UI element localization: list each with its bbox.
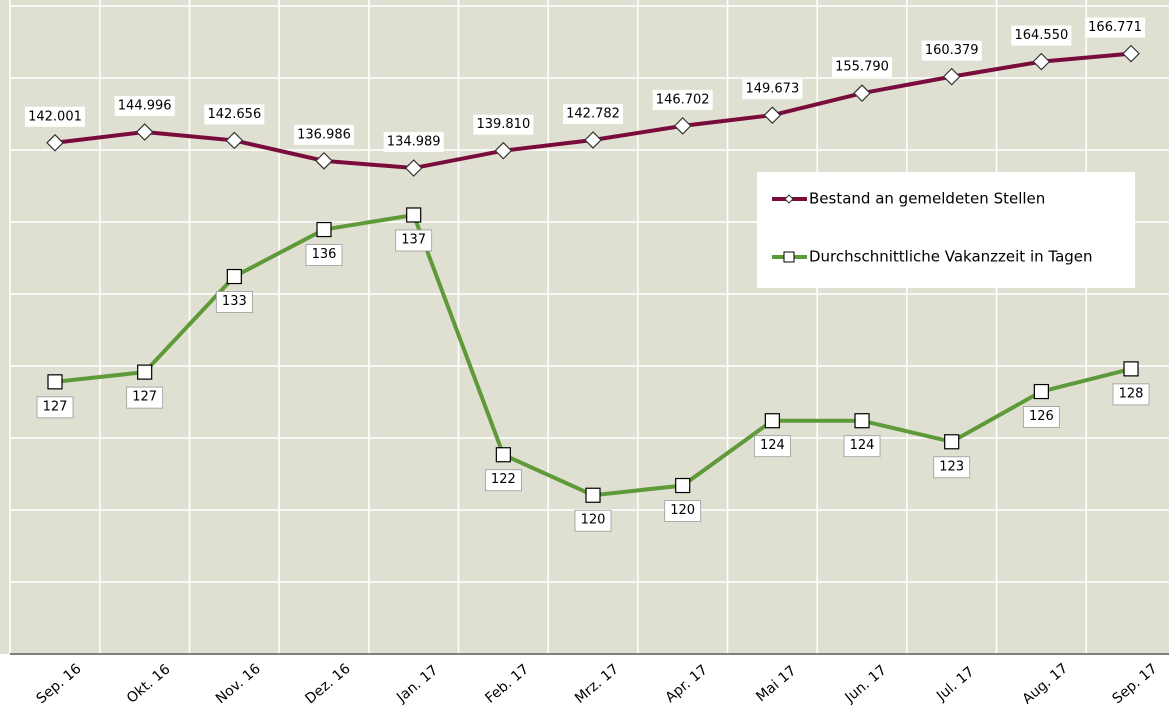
marker bbox=[46, 133, 64, 152]
marker bbox=[315, 152, 333, 170]
marker bbox=[495, 447, 511, 463]
legend: Bestand an gemeldeten Stellen Durchschnit… bbox=[757, 172, 1135, 288]
data-label: 133 bbox=[222, 294, 247, 309]
x-tick-label: Jul. 17 bbox=[933, 664, 977, 705]
legend-marker bbox=[783, 251, 795, 263]
data-label: 160.379 bbox=[925, 43, 979, 58]
label-background bbox=[36, 396, 74, 419]
marker bbox=[137, 364, 153, 380]
label-background bbox=[473, 114, 534, 135]
marker bbox=[942, 67, 961, 86]
marker bbox=[225, 131, 244, 150]
data-label: 142.656 bbox=[207, 107, 261, 122]
x-tick-label: Dez. 16 bbox=[302, 661, 353, 708]
x-tick-label: Jan. 17 bbox=[393, 662, 441, 706]
marker bbox=[853, 84, 871, 103]
x-tick-label: Sep. 17 bbox=[1110, 661, 1161, 707]
marker bbox=[944, 434, 960, 450]
marker bbox=[1122, 44, 1140, 63]
label-background bbox=[563, 103, 624, 124]
data-label: 127 bbox=[43, 399, 68, 414]
x-tick-label: Mai 17 bbox=[753, 663, 799, 705]
label-background bbox=[933, 456, 971, 479]
label-background bbox=[126, 386, 164, 409]
data-label: 136 bbox=[312, 247, 337, 262]
label-background bbox=[1085, 17, 1146, 38]
plot-background bbox=[0, 0, 1169, 654]
x-tick-label: Apr. 17 bbox=[663, 662, 711, 706]
marker bbox=[494, 141, 513, 160]
data-label: 164.550 bbox=[1014, 28, 1068, 43]
x-tick-label: Feb. 17 bbox=[482, 661, 532, 706]
label-background bbox=[1112, 383, 1150, 406]
label-background bbox=[395, 229, 433, 252]
data-label: 137 bbox=[401, 232, 426, 247]
x-tick-label: Okt. 16 bbox=[124, 661, 174, 706]
data-label: 155.790 bbox=[835, 60, 889, 75]
label-background bbox=[294, 124, 355, 145]
label-background bbox=[305, 244, 343, 266]
data-label: 139.810 bbox=[476, 117, 530, 132]
x-tick-label: Mrz. 17 bbox=[572, 661, 622, 707]
x-tick-label: Aug. 17 bbox=[1020, 660, 1072, 707]
marker bbox=[854, 413, 870, 429]
x-tick-label: Jun. 17 bbox=[842, 662, 890, 706]
marker bbox=[584, 131, 602, 149]
label-background bbox=[1011, 25, 1072, 46]
label-background bbox=[204, 104, 265, 125]
label-background bbox=[921, 40, 982, 61]
marker bbox=[316, 221, 332, 238]
x-tick-label: Nov. 16 bbox=[213, 661, 264, 707]
data-label: 124 bbox=[760, 438, 785, 453]
marker bbox=[404, 159, 423, 177]
label-background bbox=[832, 57, 893, 78]
data-label: 149.673 bbox=[745, 82, 799, 97]
label-background bbox=[114, 96, 175, 117]
marker bbox=[675, 477, 691, 494]
marker bbox=[47, 374, 63, 390]
label-background bbox=[25, 106, 85, 127]
label-background bbox=[1022, 406, 1060, 428]
data-label: 122 bbox=[491, 472, 516, 487]
data-label: 128 bbox=[1119, 386, 1144, 401]
data-label: 146.702 bbox=[656, 92, 710, 107]
marker bbox=[1032, 52, 1051, 71]
data-label: 120 bbox=[670, 503, 695, 518]
label-background bbox=[843, 435, 881, 458]
data-label: 166.771 bbox=[1088, 20, 1142, 35]
data-label: 144.996 bbox=[118, 99, 172, 114]
data-label: 126 bbox=[1029, 409, 1054, 424]
data-label: 124 bbox=[850, 438, 875, 453]
marker bbox=[1033, 383, 1049, 400]
marker bbox=[763, 106, 782, 125]
marker bbox=[764, 413, 780, 429]
marker bbox=[673, 117, 692, 135]
label-background bbox=[383, 132, 444, 153]
label-background bbox=[753, 435, 791, 458]
legend-marker bbox=[784, 194, 794, 204]
data-label: 136.986 bbox=[297, 127, 351, 142]
marker bbox=[226, 268, 242, 285]
legend-label: Bestand an gemeldeten Stellen bbox=[809, 190, 1045, 208]
label-background bbox=[574, 509, 612, 532]
data-label: 134.989 bbox=[387, 135, 441, 150]
data-label: 142.782 bbox=[566, 106, 620, 121]
marker bbox=[135, 123, 154, 141]
label-background bbox=[742, 79, 803, 100]
marker bbox=[1123, 361, 1139, 377]
data-label: 120 bbox=[581, 513, 606, 528]
legend-label: Durchschnittliche Vakanzzeit in Tagen bbox=[809, 248, 1093, 266]
data-label: 123 bbox=[939, 459, 964, 474]
x-tick-label: Sep. 16 bbox=[34, 661, 85, 707]
label-background bbox=[664, 500, 702, 522]
legend-box bbox=[757, 172, 1135, 288]
data-label: 142.001 bbox=[28, 109, 82, 124]
label-background bbox=[484, 469, 522, 492]
marker bbox=[406, 207, 422, 223]
label-background bbox=[652, 89, 713, 110]
data-label: 127 bbox=[132, 390, 157, 405]
label-background bbox=[215, 291, 253, 313]
marker bbox=[585, 487, 601, 503]
